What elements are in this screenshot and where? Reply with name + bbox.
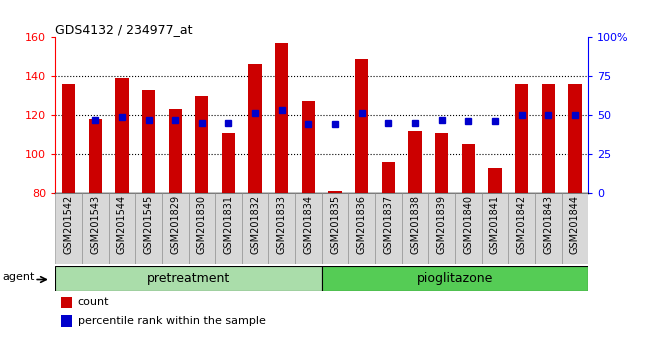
Bar	[142, 90, 155, 193]
Text: GSM201842: GSM201842	[517, 195, 526, 254]
Text: GSM201542: GSM201542	[64, 195, 73, 254]
Bar	[322, 193, 348, 264]
Text: GSM201834: GSM201834	[304, 195, 313, 254]
Bar	[109, 193, 135, 264]
Text: GSM201836: GSM201836	[357, 195, 367, 254]
Bar	[268, 193, 295, 264]
Text: pioglitazone: pioglitazone	[417, 272, 493, 285]
Bar	[215, 193, 242, 264]
Bar	[82, 193, 109, 264]
Bar	[295, 193, 322, 264]
Text: GSM201830: GSM201830	[197, 195, 207, 254]
Bar	[488, 168, 502, 193]
Text: percentile rank within the sample: percentile rank within the sample	[77, 316, 265, 326]
Text: GSM201831: GSM201831	[224, 195, 233, 254]
Bar	[568, 84, 582, 193]
Bar	[135, 193, 162, 264]
Bar	[60, 297, 72, 308]
Bar	[242, 193, 268, 264]
Bar	[435, 133, 448, 193]
Bar	[248, 64, 262, 193]
Bar	[482, 193, 508, 264]
Bar	[302, 101, 315, 193]
Bar	[382, 162, 395, 193]
Bar	[355, 58, 369, 193]
Bar	[541, 84, 555, 193]
Bar	[188, 193, 215, 264]
Bar	[222, 133, 235, 193]
Text: GSM201839: GSM201839	[437, 195, 447, 254]
Bar	[462, 144, 475, 193]
Bar	[508, 193, 535, 264]
Bar	[55, 266, 322, 291]
Bar	[62, 84, 75, 193]
Text: GSM201838: GSM201838	[410, 195, 420, 254]
Bar	[562, 193, 588, 264]
Bar	[455, 193, 482, 264]
Bar	[322, 266, 588, 291]
Text: GDS4132 / 234977_at: GDS4132 / 234977_at	[55, 23, 193, 36]
Text: count: count	[77, 297, 109, 307]
Text: pretreatment: pretreatment	[147, 272, 230, 285]
Text: GSM201844: GSM201844	[570, 195, 580, 254]
Bar	[55, 193, 82, 264]
Bar	[375, 193, 402, 264]
Bar	[275, 43, 289, 193]
Bar	[88, 119, 102, 193]
Text: GSM201833: GSM201833	[277, 195, 287, 254]
Text: GSM201829: GSM201829	[170, 195, 180, 254]
Text: agent: agent	[3, 272, 35, 282]
Text: GSM201837: GSM201837	[384, 195, 393, 254]
Bar	[168, 109, 182, 193]
Text: GSM201843: GSM201843	[543, 195, 553, 254]
Bar	[115, 78, 129, 193]
Text: GSM201840: GSM201840	[463, 195, 473, 254]
Bar	[195, 96, 209, 193]
Bar	[515, 84, 528, 193]
Bar	[328, 191, 342, 193]
Bar	[60, 315, 72, 327]
Bar	[535, 193, 562, 264]
Text: GSM201545: GSM201545	[144, 195, 153, 254]
Bar	[402, 193, 428, 264]
Text: GSM201835: GSM201835	[330, 195, 340, 254]
Text: GSM201543: GSM201543	[90, 195, 100, 254]
Bar	[162, 193, 188, 264]
Bar	[408, 131, 422, 193]
Bar	[428, 193, 455, 264]
Text: GSM201832: GSM201832	[250, 195, 260, 254]
Bar	[348, 193, 375, 264]
Text: GSM201841: GSM201841	[490, 195, 500, 254]
Text: GSM201544: GSM201544	[117, 195, 127, 254]
